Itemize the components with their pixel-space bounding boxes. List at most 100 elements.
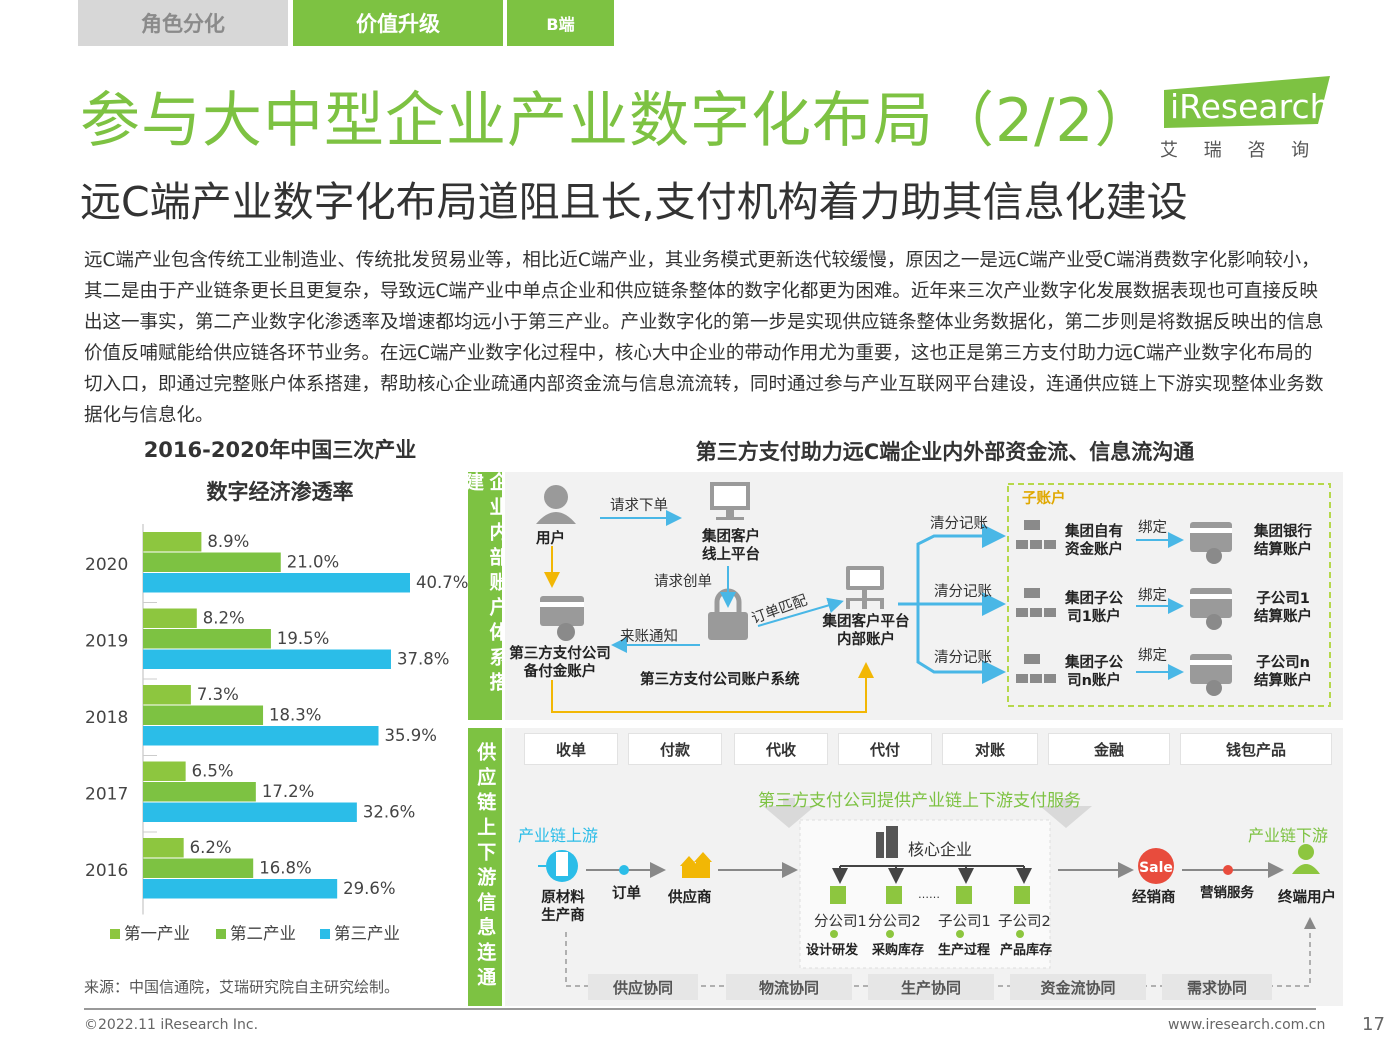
org-icon-3 [1016, 654, 1056, 683]
branch-icons [830, 886, 1030, 904]
coop-demand: 需求协同 [1162, 974, 1272, 1000]
data-label: 21.0% [287, 553, 339, 572]
bar-第一产业-2016 [143, 838, 184, 858]
bar-第三产业-2020 [143, 573, 410, 593]
bar-第三产业-2016 [143, 879, 338, 899]
reserve-account-label: 第三方支付公司备付金账户 [509, 646, 611, 680]
bind-label-3: 绑定 [1138, 648, 1167, 664]
service-collection: 代收 [734, 733, 828, 765]
sub-account-box [1007, 483, 1331, 707]
top-side-text: 企业内部账户体系搭建 [462, 472, 509, 697]
sub-account-label: 子账户 [1022, 491, 1066, 507]
end-user-icon [1292, 844, 1320, 874]
row1-left: 集团自有资金账户 [1065, 524, 1123, 558]
category-label: 2019 [85, 632, 128, 652]
category-label: 2020 [85, 555, 128, 575]
user-label: 用户 [536, 531, 565, 547]
tab-value[interactable]: 价值升级 [293, 0, 503, 46]
bar-第一产业-2020 [143, 532, 202, 552]
group-online-label: 集团客户线上平台 [702, 529, 760, 563]
tab-role[interactable]: 角色分化 [78, 0, 288, 46]
stage-inventory: 产品库存 [1000, 943, 1053, 958]
data-label: 18.3% [269, 706, 321, 725]
stage-production: 生产过程 [938, 943, 991, 958]
data-label: 8.9% [207, 532, 249, 551]
service-acquiring: 收单 [524, 733, 618, 765]
branch-1: 分公司1 [814, 914, 867, 930]
upstream-label: 产业链上游 [518, 826, 599, 845]
body-paragraph: 远C端产业包含传统工业制造业、传统批发贸易业等，相比近C端产业，其业务模式更新迭… [84, 250, 1324, 426]
data-label: 19.5% [277, 629, 329, 648]
marketing-label: 营销服务 [1200, 885, 1254, 901]
category-label: 2018 [85, 708, 128, 728]
data-label: 37.8% [397, 650, 449, 669]
branch-ellipsis: …… [918, 888, 940, 901]
data-label: 40.7% [416, 573, 468, 592]
clearing-label-3: 清分记账 [934, 650, 992, 666]
row2-right: 子公司1结算账户 [1254, 591, 1312, 625]
service-payment: 付款 [628, 733, 722, 765]
service-reconciliation: 对账 [942, 733, 1038, 765]
core-label: 核心企业 [908, 840, 973, 859]
category-label: 2016 [85, 861, 128, 881]
legend-label: 第一产业 [124, 924, 190, 943]
bottom-side-text: 供应链上下游信息连通 [474, 742, 497, 992]
stage-purchase: 采购库存 [872, 943, 925, 958]
platform-icon [846, 566, 884, 609]
data-label: 16.8% [259, 859, 311, 878]
supplier-icon [680, 852, 712, 878]
bar-第二产业-2019 [143, 629, 271, 649]
branch-2: 分公司2 [868, 914, 921, 930]
bar-第二产业-2017 [143, 782, 256, 802]
bind-label-2: 绑定 [1138, 588, 1167, 604]
internal-account-label: 集团客户平台内部账户 [822, 614, 910, 648]
bar-第二产业-2020 [143, 552, 281, 572]
branch-4: 子公司2 [998, 914, 1051, 930]
bar-第三产业-2018 [143, 726, 379, 746]
service-disbursement: 代付 [838, 733, 932, 765]
category-label: 2017 [85, 785, 128, 805]
chart-subtitle: 数字经济渗透率 [206, 480, 354, 504]
bar-第一产业-2017 [143, 761, 186, 781]
sale-text: Sale [1139, 860, 1173, 876]
page-title: 参与大中型企业产业数字化布局（2/2） [80, 86, 1156, 156]
legend-swatch [216, 929, 226, 939]
page-number: 17 [1362, 1014, 1385, 1035]
row3-right: 子公司n结算账户 [1254, 655, 1312, 689]
tab-b-end[interactable]: B端 [507, 0, 614, 46]
reserve-card-icon [540, 596, 584, 641]
legend-label: 第三产业 [334, 924, 400, 943]
data-label: 6.5% [192, 762, 234, 781]
top-side-label: 企业内部账户体系搭建 [462, 472, 509, 720]
service-caption: 第三方支付公司提供产业链上下游支付服务 [758, 791, 1081, 811]
bank-card-icon-2 [1190, 588, 1232, 630]
bind-label-1: 绑定 [1138, 520, 1167, 536]
coop-fund: 资金流协同 [1010, 974, 1146, 1000]
create-order-label: 请求创单 [654, 574, 712, 590]
logo-brand: iResearch [1170, 87, 1331, 126]
computer-icon [710, 482, 750, 520]
core-building-icon [876, 826, 898, 858]
logo-cn: 艾 瑞 咨 询 [1160, 140, 1319, 161]
footer-url[interactable]: www.iresearch.com.cn [1168, 1017, 1326, 1033]
bar-第一产业-2019 [143, 608, 197, 628]
bar-第三产业-2019 [143, 649, 391, 669]
order-label: 订单 [612, 886, 641, 902]
data-label: 8.2% [203, 609, 245, 628]
bar-第二产业-2016 [143, 858, 254, 878]
sale-badge-icon: Sale [1138, 848, 1174, 884]
bank-card-icon-1 [1190, 522, 1232, 564]
supplier-label: 供应商 [668, 890, 712, 906]
dealer-label: 经销商 [1132, 890, 1176, 906]
end-user-label: 终端用户 [1278, 890, 1336, 906]
data-label: 35.9% [385, 726, 437, 745]
clearing-label-2: 清分记账 [934, 584, 992, 600]
service-finance: 金融 [1048, 733, 1170, 765]
service-wallet: 钱包产品 [1180, 733, 1332, 765]
diagram-title: 第三方支付助力远C端企业内外部资金流、信息流沟通 [695, 440, 1195, 464]
legend-swatch [110, 929, 120, 939]
raw-producer-label: 原材料生产商 [541, 890, 585, 924]
user-icon [536, 485, 576, 524]
legend-swatch [320, 929, 330, 939]
